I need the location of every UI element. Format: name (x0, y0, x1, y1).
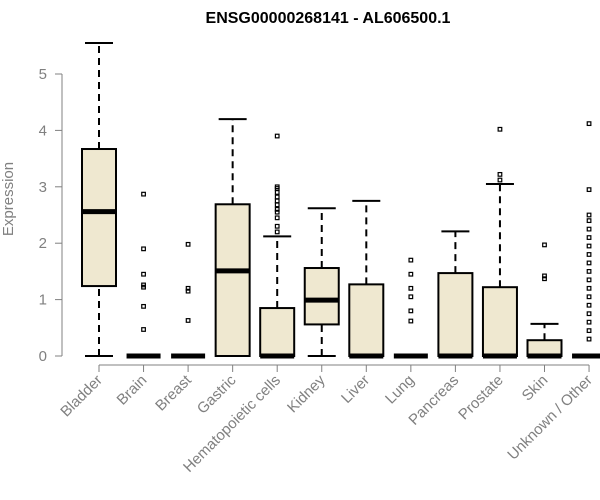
outlier-point (141, 282, 146, 288)
outlier-point (185, 241, 191, 247)
y-tick-label: 1 (39, 292, 47, 309)
box-group (126, 191, 161, 359)
box-body (437, 272, 474, 358)
y-tick-label: 2 (39, 235, 47, 252)
outlier-point (185, 288, 191, 294)
outlier-point (586, 277, 592, 283)
box-group (214, 118, 251, 357)
outlier-point (185, 285, 191, 291)
box-group (481, 126, 518, 359)
outlier-point (586, 218, 592, 224)
outlier-point (274, 223, 280, 229)
outlier-point (408, 257, 414, 263)
x-tick-label: Prostate (455, 372, 507, 424)
x-tick-label: Unknown / Other (504, 372, 596, 464)
outlier-point (408, 318, 414, 324)
x-tick-label: Liver (338, 372, 373, 407)
x-tick-label: Bladder (57, 372, 106, 421)
box-body (303, 267, 340, 326)
outlier-point (586, 311, 592, 317)
y-tick-label: 0 (39, 348, 47, 365)
outlier-point (542, 276, 547, 282)
outlier-point (408, 308, 414, 314)
outlier-point (586, 319, 592, 325)
y-tick-label: 3 (39, 179, 47, 196)
x-tick-label: Kidney (284, 371, 329, 416)
outlier-point (586, 328, 592, 334)
outlier-point (274, 229, 280, 235)
outlier-point (274, 184, 280, 190)
outlier-point (141, 246, 146, 252)
outlier-point (274, 194, 280, 200)
outlier-point (497, 177, 503, 183)
outlier-point (408, 285, 414, 291)
outlier-point (141, 271, 146, 277)
outlier-point (586, 243, 592, 249)
box-body (214, 203, 251, 357)
box-group (348, 199, 385, 359)
plot-area (81, 41, 600, 359)
outlier-point (274, 190, 280, 195)
y-tick-label: 4 (39, 122, 47, 139)
y-axis-title: Expression (0, 162, 17, 236)
box-group (437, 230, 474, 359)
y-axis: 0 1 2 3 4 5 (39, 66, 63, 365)
outlier-point (586, 252, 592, 257)
box-group (526, 242, 563, 359)
outlier-point (141, 191, 146, 197)
box-body (81, 148, 117, 288)
x-tick-label: Brain (114, 372, 151, 409)
box-group (393, 257, 428, 359)
box-body (481, 286, 518, 357)
box-group (303, 207, 340, 357)
outlier-point (586, 302, 592, 308)
outlier-point (141, 327, 146, 332)
outlier-point (408, 294, 414, 300)
x-tick-label: Skin (519, 372, 552, 405)
outlier-point (274, 209, 280, 215)
outlier-point (586, 336, 592, 342)
outlier-point (274, 198, 280, 204)
box-group (572, 121, 600, 359)
outlier-point (185, 318, 191, 323)
chart-title: ENSG00000268141 - AL606500.1 (206, 10, 451, 27)
outlier-point (586, 294, 592, 300)
outlier-point (542, 242, 547, 248)
outlier-point (542, 273, 547, 279)
outlier-point (586, 235, 592, 240)
outlier-point (586, 121, 592, 127)
outlier-point (274, 202, 280, 208)
x-tick-label: Breast (152, 371, 195, 414)
outlier-point (586, 285, 592, 291)
outlier-point (497, 126, 503, 132)
outlier-point (274, 133, 280, 139)
x-tick-label: Lung (382, 372, 418, 408)
outlier-point (408, 271, 414, 277)
outlier-point (274, 206, 280, 212)
y-tick-label: 5 (39, 66, 47, 83)
box-body (348, 283, 385, 358)
outlier-point (274, 215, 280, 221)
outlier-point (141, 303, 146, 309)
outlier-point (497, 171, 503, 177)
outlier-point (586, 260, 592, 266)
box-group (259, 133, 296, 359)
box-group (81, 41, 117, 357)
box-group (171, 241, 206, 359)
outlier-point (586, 269, 592, 274)
outlier-point (586, 226, 592, 232)
box-body (259, 307, 296, 357)
outlier-point (586, 187, 592, 193)
outlier-point (586, 212, 592, 218)
